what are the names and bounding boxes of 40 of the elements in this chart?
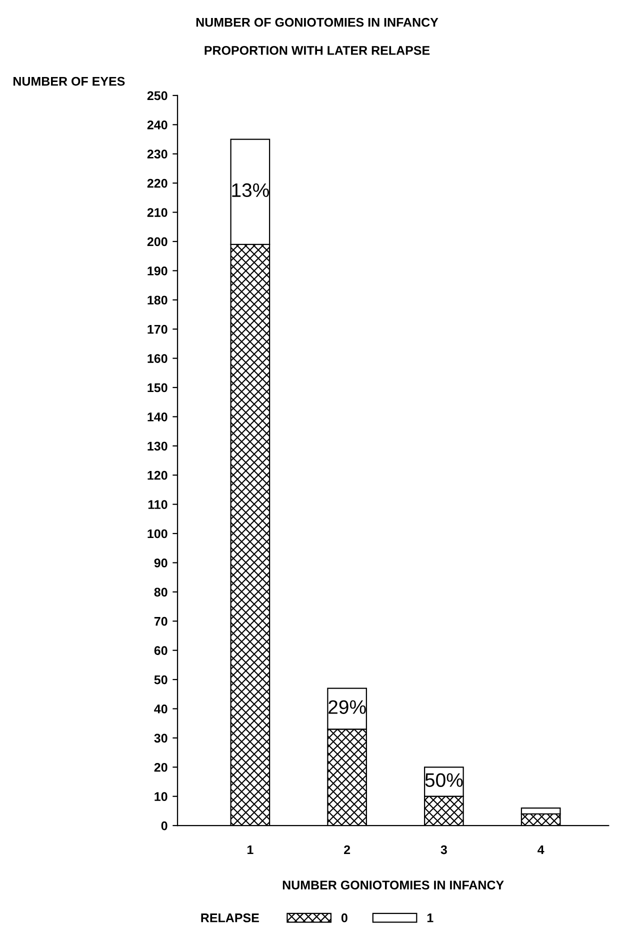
y-tick-label: 70 bbox=[154, 616, 168, 626]
y-tick-label: 160 bbox=[148, 354, 168, 363]
y-tick-label: 180 bbox=[148, 296, 168, 305]
chart-subtitle: PROPORTION WITH LATER RELAPSE bbox=[204, 46, 430, 55]
y-tick-label: 20 bbox=[154, 762, 168, 772]
x-tick-label: 1 bbox=[247, 845, 254, 854]
y-axis-title: NUMBER OF EYES bbox=[14, 76, 125, 86]
y-tick-label: 90 bbox=[154, 558, 168, 568]
x-tick-label: 3 bbox=[440, 845, 447, 854]
y-tick-label: 140 bbox=[148, 412, 168, 422]
y-tick-label: 80 bbox=[154, 588, 168, 597]
y-tick-label: 100 bbox=[148, 529, 168, 538]
y-tick-label: 170 bbox=[148, 324, 168, 334]
y-tick-label: 150 bbox=[148, 383, 168, 392]
y-tick-label: 230 bbox=[147, 150, 168, 159]
y-tick-label: 210 bbox=[147, 208, 168, 217]
y-tick-label: 110 bbox=[148, 500, 168, 509]
legend-title: RELAPSE bbox=[201, 913, 259, 922]
y-tick-label: 240 bbox=[147, 120, 168, 130]
y-tick-label: 220 bbox=[147, 178, 168, 188]
x-axis-title: NUMBER GONIOTOMIES IN INFANCY bbox=[282, 880, 504, 890]
y-tick-label: 10 bbox=[154, 792, 168, 801]
y-tick-label: 60 bbox=[154, 646, 168, 655]
x-tick-label: 2 bbox=[344, 845, 350, 854]
x-tick-label: 4 bbox=[538, 845, 544, 854]
y-tick-label: 30 bbox=[154, 734, 168, 743]
y-tick-label: 200 bbox=[147, 237, 168, 246]
chart-title: NUMBER OF GONIOTOMIES IN INFANCY bbox=[196, 18, 438, 27]
legend-label: 1 bbox=[427, 914, 434, 922]
y-tick-label: 50 bbox=[154, 675, 168, 684]
y-tick-label: 120 bbox=[148, 470, 168, 480]
y-tick-label: 250 bbox=[147, 91, 168, 100]
annotation: 50% bbox=[425, 773, 463, 787]
annotation: 29% bbox=[328, 700, 366, 714]
y-tick-label: 40 bbox=[154, 704, 168, 714]
y-tick-label: 0 bbox=[161, 821, 168, 830]
annotation: 13% bbox=[232, 183, 269, 198]
legend-label: 0 bbox=[341, 913, 348, 922]
y-tick-label: 190 bbox=[148, 266, 168, 276]
y-tick-label: 130 bbox=[148, 442, 168, 451]
